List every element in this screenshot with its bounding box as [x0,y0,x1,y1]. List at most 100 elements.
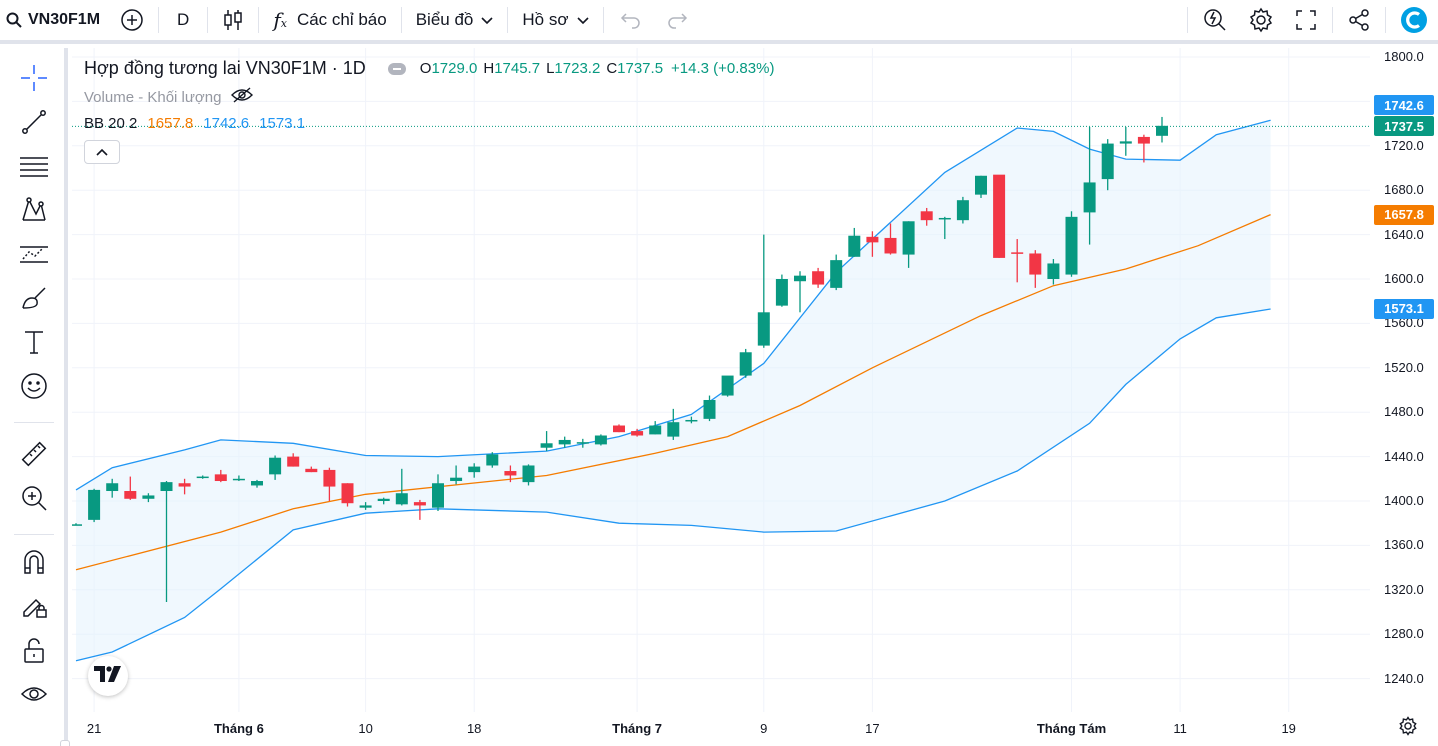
crosshair-tool-button[interactable] [14,60,54,100]
share-button[interactable] [1337,0,1381,40]
magnet-tool-button[interactable] [14,544,54,584]
text-tool-button[interactable] [14,324,54,364]
candle-body [124,491,137,499]
interval-button[interactable]: D [163,0,203,40]
price-marker-label: 1737.5 [1374,116,1434,137]
toolbar-divider [400,7,402,33]
candle-body [667,422,680,437]
hide-drawings-button[interactable] [14,676,54,716]
chart-type-dropdown[interactable]: Biểu đồ [406,0,504,40]
zoom-in-tool-button[interactable] [14,480,54,520]
price-tick-label: 1240.0 [1384,670,1424,686]
brush-tool-button[interactable] [14,280,54,320]
candle [775,274,788,307]
unlock-button[interactable] [14,632,54,672]
candlesticks [72,116,1168,603]
time-tick-label: Tháng Tám [1036,721,1107,736]
price-chart[interactable] [72,48,1370,712]
legend-high: H1745.7 [483,60,540,77]
legend-change: +14.3 (+0.83%) [671,60,775,77]
forecast-tool-button[interactable] [14,236,54,276]
candle-body [975,175,987,195]
pattern-tool-button[interactable] [14,192,54,232]
candle [160,481,173,603]
top-toolbar: VN30F1M D fx Các chỉ báo Biểu đồ Hồ sơ [0,0,1438,44]
scale-settings-button[interactable] [1396,715,1420,740]
candle [993,174,1006,258]
candle [721,375,734,397]
candle [251,479,263,488]
lock-drawings-button[interactable] [14,588,54,628]
candle [395,468,408,506]
fullscreen-button[interactable] [1284,0,1328,40]
candle-body [232,478,245,481]
price-tick-label: 1400.0 [1384,493,1424,508]
undo-button[interactable] [608,0,654,40]
symbol-search-button[interactable]: VN30F1M [0,0,110,40]
brand-logo-button[interactable] [1390,0,1438,40]
candle [305,466,318,473]
toolbar-collapse-button[interactable]: ‹ [60,740,70,746]
search-icon [6,12,28,28]
candle [576,438,589,448]
candle [975,175,987,198]
legend-open: O1729.0 [420,60,478,77]
bb-name: BB 20 2 [84,115,138,132]
emoji-tool-button[interactable] [14,368,54,408]
candle [812,267,825,288]
candle-body [576,442,589,444]
measure-tool-button[interactable] [14,436,54,476]
fib-tool-button[interactable] [14,148,54,188]
legend-collapse-button[interactable] [84,140,120,164]
function-icon: fx [273,8,287,32]
candle-body [685,419,698,422]
compare-symbol-button[interactable] [110,0,154,40]
candle [323,467,336,501]
bb-legend-row[interactable]: BB 20 2 1657.8 1742.6 1573.1 [84,115,774,132]
price-axis[interactable]: 1800.01760.01720.01680.01640.01600.01560… [1370,48,1438,712]
time-axis[interactable]: 21 Tháng 6 10 18 Tháng 7 9 17 Tháng Tám 11 19 [72,712,1370,746]
text-icon [22,328,46,361]
eye-icon [20,680,48,713]
quick-search-button[interactable] [1192,0,1238,40]
candle [269,455,282,480]
candle-body [558,439,571,445]
candle [88,488,101,523]
lightning-search-icon [1202,7,1228,33]
trend-line-tool-button[interactable] [14,104,54,144]
candle-body [920,211,933,221]
chart-style-button[interactable] [212,0,254,40]
candle [1156,116,1168,143]
candle-body [1137,136,1150,144]
chevron-down-icon [481,10,493,30]
redo-icon [666,11,688,29]
price-tick-label: 1600.0 [1384,271,1424,286]
chevron-down-icon [576,10,589,30]
candle [649,421,662,435]
market-status-icon[interactable] [387,62,406,75]
candle [1101,139,1114,191]
candle-body [794,275,806,282]
candle-body [902,221,915,255]
settings-button[interactable] [1238,0,1284,40]
bb-lower-value: 1573.1 [259,115,306,132]
candle [866,231,879,257]
candle-body [450,477,463,482]
candle-body [341,483,354,504]
time-tick-label: 10 [358,721,373,736]
redo-button[interactable] [654,0,700,40]
indicators-button[interactable]: fx Các chỉ báo [263,0,396,40]
low-value: 1723.2 [554,60,601,77]
candle [1029,250,1042,288]
volume-legend-row[interactable]: Volume - Khối lượng [84,87,774,107]
price-tick-label: 1560.0 [1384,315,1424,331]
eye-hidden-icon[interactable] [221,87,254,107]
candle [486,452,499,468]
layout-dropdown[interactable]: Hồ sơ [512,0,598,40]
time-tick-label: 11 [1173,721,1187,736]
low-label: L [546,60,555,77]
close-value: 1737.5 [617,60,664,77]
candle-body [72,524,82,526]
tradingview-logo[interactable] [88,656,128,696]
candle-body [613,425,625,433]
